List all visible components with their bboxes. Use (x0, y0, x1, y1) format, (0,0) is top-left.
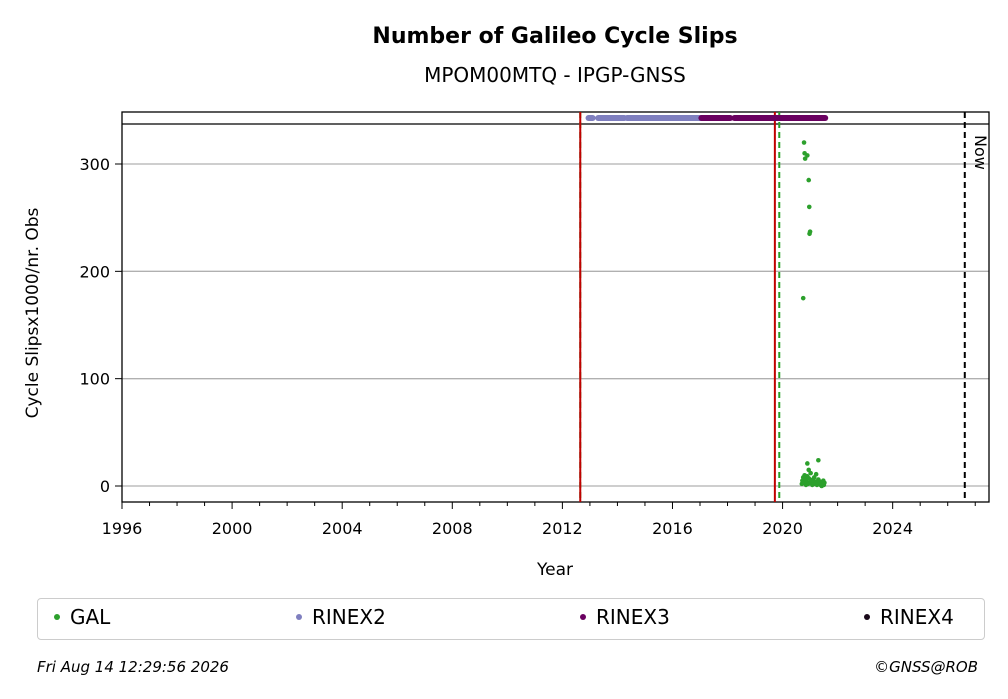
x-tick-label-2020: 2020 (762, 519, 803, 538)
legend-label-rinex3: RINEX3 (596, 605, 670, 629)
footer-timestamp: Fri Aug 14 12:29:56 2026 (37, 658, 229, 676)
gal-point-3 (802, 156, 808, 161)
legend-item-rinex2: RINEX2 (296, 605, 386, 629)
gal-marker-icon (54, 614, 60, 620)
y-tick-label-300: 300 (79, 155, 110, 174)
legend-item-rinex4: RINEX4 (864, 605, 954, 629)
rinex3-marker-icon (580, 614, 586, 620)
x-tick-label-2000: 2000 (212, 519, 253, 538)
rinex4-marker-icon (864, 614, 870, 620)
y-tick-label-0: 0 (100, 477, 110, 496)
gal-point-44 (822, 480, 827, 486)
gal-point-0 (800, 295, 806, 301)
gal-point-10 (805, 461, 810, 466)
chart-title: Number of Galileo Cycle Slips (372, 24, 737, 49)
y-tick-label-100: 100 (79, 370, 110, 389)
footer-credit: ©GNSS@ROB (874, 658, 978, 676)
gal-point-9 (816, 457, 821, 463)
y-tick-label-200: 200 (79, 262, 110, 281)
y-axis-label: Cycle Slipsx1000/nr. Obs (23, 207, 43, 418)
x-tick-label-1996: 1996 (102, 519, 143, 538)
gal-point-1 (801, 140, 807, 145)
rinex2-marker-icon (296, 614, 302, 620)
chart-subtitle: MPOM00MTQ - IPGP-GNSS (424, 63, 686, 87)
gal-point-4 (805, 153, 810, 158)
x-tick-label-2012: 2012 (542, 519, 583, 538)
plot-frame (121, 111, 990, 503)
x-axis-label: Year (536, 560, 573, 580)
x-tick-label-2004: 2004 (322, 519, 363, 538)
plot-area: 1996 2000 2004 2008 2012 2016 2020 2024 0 100 200 3… (79, 111, 990, 538)
gal-point-8 (807, 229, 813, 234)
gal-point-24 (808, 470, 813, 476)
legend-label-rinex2: RINEX2 (312, 605, 386, 629)
legend-item-rinex3: RINEX3 (580, 605, 670, 629)
legend-item-gal: GAL (54, 605, 110, 629)
legend: GAL RINEX2 RINEX3 RINEX4 (37, 598, 985, 640)
x-tick-label-2016: 2016 (652, 519, 693, 538)
x-tick-label-2024: 2024 (872, 519, 913, 538)
x-tick-label-2008: 2008 (432, 519, 473, 538)
legend-label-rinex4: RINEX4 (880, 605, 954, 629)
now-label: Now (971, 135, 990, 170)
legend-label-gal: GAL (70, 605, 111, 629)
gal-point-32 (813, 471, 819, 477)
gal-point-6 (806, 204, 812, 210)
gal-point-5 (806, 177, 812, 183)
